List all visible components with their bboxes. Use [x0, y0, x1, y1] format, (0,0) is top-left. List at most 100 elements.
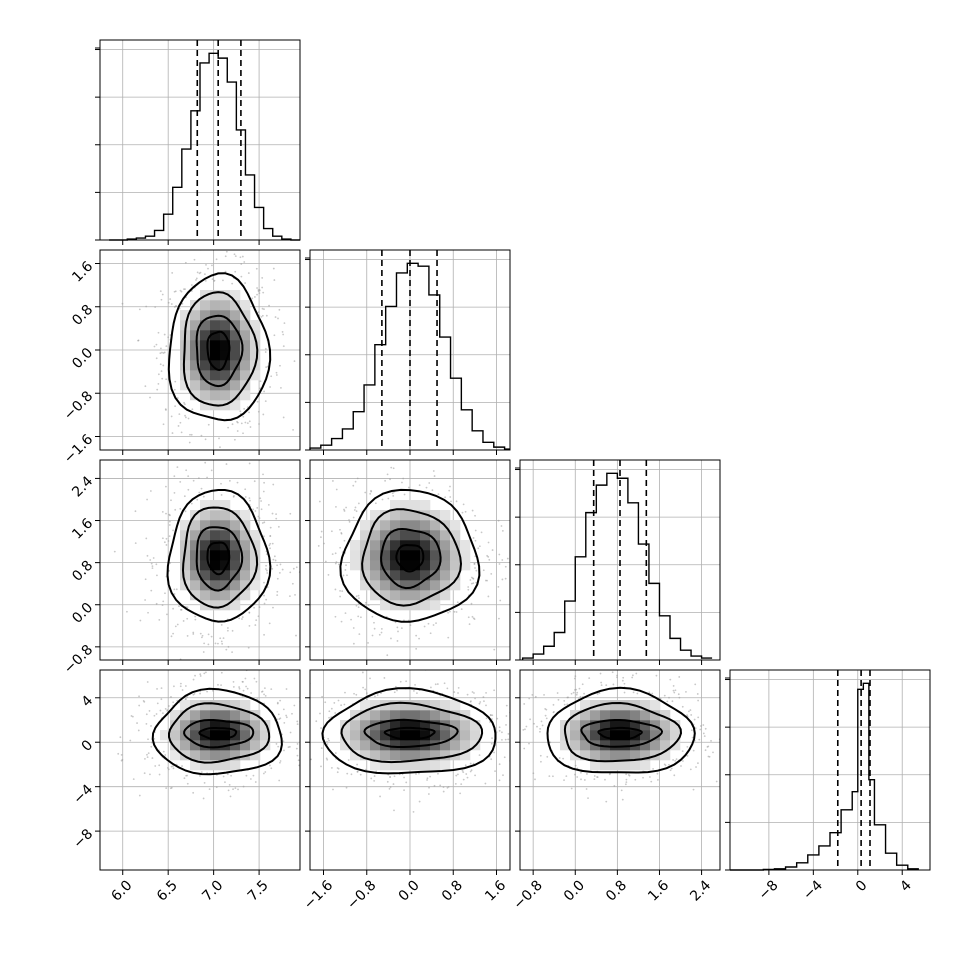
- scatter-point: [294, 725, 296, 727]
- density-cell: [360, 730, 371, 741]
- scatter-point: [362, 686, 364, 689]
- density-cell: [570, 730, 581, 741]
- scatter-point: [466, 693, 469, 696]
- scatter-point: [241, 680, 244, 683]
- density-cell: [210, 500, 221, 511]
- scatter-point: [336, 771, 339, 774]
- density-cell: [620, 760, 631, 771]
- scatter-point: [226, 627, 229, 629]
- density-cell: [380, 600, 391, 611]
- scatter-point: [121, 302, 124, 305]
- scatter-point: [144, 385, 147, 388]
- scatter-point: [192, 791, 195, 794]
- density-cell: [220, 570, 231, 581]
- scatter-point: [475, 569, 478, 572]
- scatter-point: [233, 253, 236, 256]
- scatter-point: [674, 689, 677, 692]
- scatter-point: [248, 420, 251, 423]
- scatter-point: [189, 433, 191, 436]
- scatter-point: [356, 763, 359, 766]
- density-cell: [440, 700, 451, 711]
- density-cell: [580, 710, 591, 721]
- scatter-point: [266, 572, 269, 574]
- density-cell: [240, 370, 251, 381]
- scatter-point: [170, 303, 173, 305]
- scatter-point: [562, 757, 565, 760]
- density-cell: [190, 550, 201, 561]
- density-cell: [630, 760, 641, 771]
- density-cell: [210, 290, 221, 301]
- hist-3-frame: [519, 459, 721, 661]
- density-cell: [460, 720, 471, 731]
- scatter-point: [340, 532, 343, 535]
- scatter-point: [271, 542, 274, 545]
- scatter-point: [186, 635, 189, 637]
- scatter-point: [248, 462, 251, 465]
- scatter-point: [185, 774, 188, 777]
- density-cell: [250, 730, 261, 741]
- scatter-point: [269, 542, 272, 545]
- density-cell: [610, 700, 621, 711]
- scatter-point: [289, 512, 292, 515]
- density-cell: [190, 750, 201, 761]
- scatter-point: [167, 336, 170, 339]
- scatter-point: [373, 627, 376, 630]
- scatter-point: [687, 710, 690, 713]
- density-cell: [450, 540, 461, 551]
- density-cell: [430, 760, 441, 771]
- density-cell: [390, 560, 401, 571]
- scatter-point: [167, 540, 170, 542]
- scatter-point: [287, 748, 289, 750]
- scatter-point: [418, 637, 420, 640]
- scatter-point: [197, 477, 200, 480]
- scatter-point: [265, 568, 267, 570]
- scatter-point: [580, 771, 582, 774]
- scatter-point: [485, 691, 487, 694]
- density-cell: [190, 300, 201, 311]
- scatter-point: [340, 704, 343, 707]
- density-cell: [450, 560, 461, 571]
- density-cell: [600, 730, 611, 741]
- scatter-point: [147, 611, 149, 614]
- scatter-3-4-density: [560, 700, 681, 771]
- density-cell: [370, 760, 381, 771]
- density-cell: [220, 580, 231, 591]
- density-cell: [360, 750, 371, 761]
- density-cell: [230, 400, 241, 411]
- scatter-point: [588, 677, 591, 680]
- density-cell: [250, 320, 261, 331]
- density-cell: [440, 590, 451, 601]
- scatter-point: [392, 494, 395, 497]
- scatter-point: [156, 702, 159, 705]
- scatter-point: [263, 687, 266, 690]
- scatter-point: [280, 386, 282, 389]
- density-cell: [390, 540, 401, 551]
- scatter-1-2-content: [121, 250, 296, 449]
- scatter-point: [490, 758, 493, 761]
- scatter-point: [552, 703, 555, 706]
- density-cell: [230, 750, 241, 761]
- scatter-point: [203, 656, 205, 658]
- scatter-point: [176, 397, 179, 399]
- scatter-point: [479, 701, 482, 703]
- scatter-point: [326, 743, 329, 745]
- density-cell: [240, 580, 251, 591]
- scatter-point: [324, 560, 327, 563]
- scatter-point: [291, 712, 293, 715]
- scatter-point: [501, 738, 503, 741]
- density-cell: [230, 520, 241, 531]
- hist-panel-4: [725, 669, 931, 875]
- scatter-point: [249, 426, 252, 428]
- density-cell: [400, 510, 411, 521]
- scatter-point: [134, 542, 137, 545]
- scatter-point: [394, 621, 397, 624]
- scatter-point: [455, 774, 458, 777]
- scatter-point: [192, 633, 195, 635]
- scatter-point: [165, 787, 168, 790]
- scatter-point: [178, 605, 180, 608]
- scatter-point: [620, 789, 623, 792]
- scatter-point: [268, 622, 271, 625]
- scatter-point: [240, 263, 243, 265]
- density-cell: [460, 540, 471, 551]
- density-cell: [450, 530, 461, 541]
